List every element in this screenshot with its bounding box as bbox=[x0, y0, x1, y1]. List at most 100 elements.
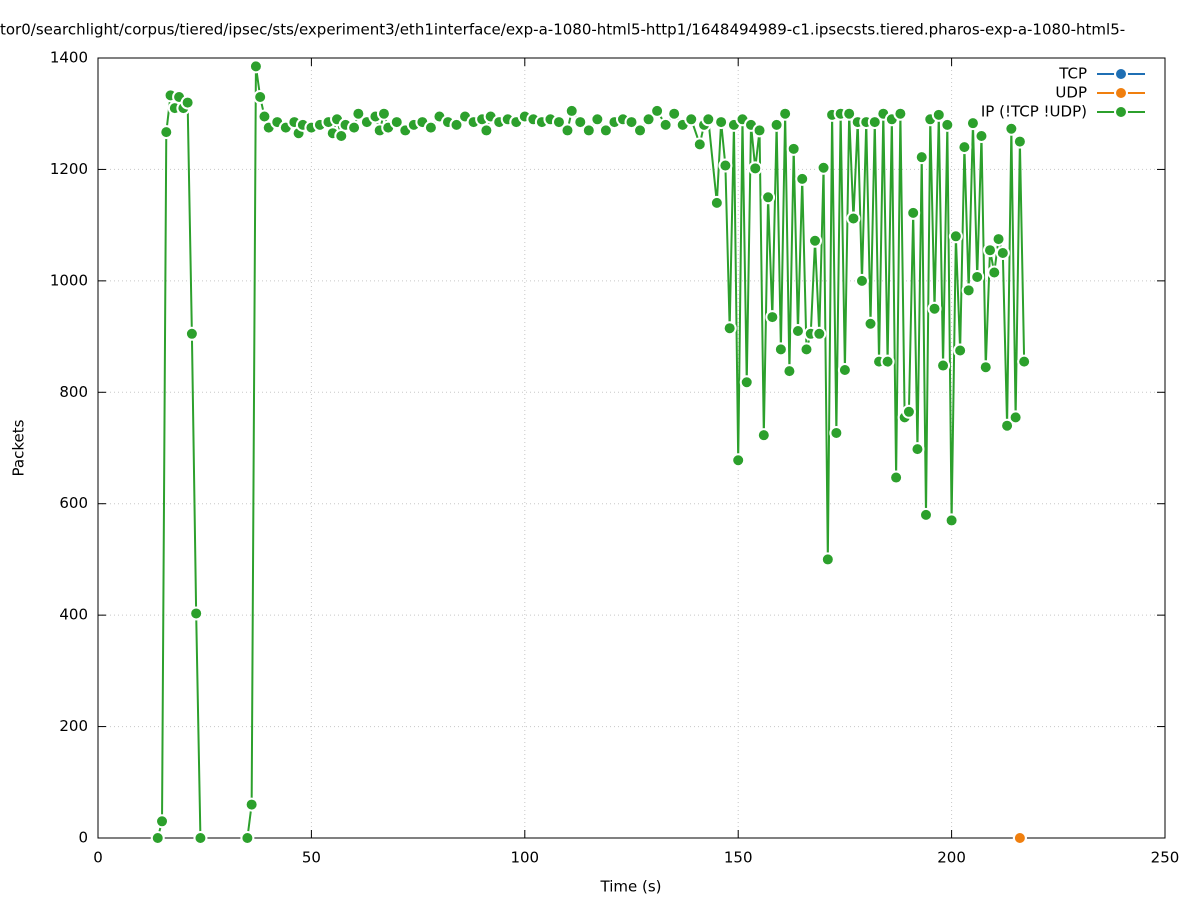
y-tick-label: 600 bbox=[59, 494, 88, 512]
data-point bbox=[351, 106, 366, 121]
legend-label: UDP bbox=[1055, 84, 1087, 102]
y-tick-label: 1400 bbox=[50, 49, 88, 67]
data-point bbox=[714, 115, 729, 130]
x-tick-label: 150 bbox=[724, 849, 753, 867]
data-point bbox=[927, 301, 942, 316]
x-tick-label: 200 bbox=[937, 849, 966, 867]
data-point bbox=[1000, 418, 1015, 433]
data-point bbox=[150, 831, 165, 845]
data-point bbox=[684, 112, 699, 127]
data-point bbox=[953, 343, 968, 358]
data-point bbox=[948, 229, 963, 244]
data-point bbox=[880, 354, 895, 369]
x-tick-label: 0 bbox=[93, 849, 103, 867]
data-point bbox=[590, 112, 605, 127]
data-point bbox=[389, 115, 404, 130]
y-tick-label: 1200 bbox=[50, 160, 88, 178]
data-point bbox=[748, 161, 763, 176]
y-tick-label: 1000 bbox=[50, 271, 88, 289]
data-point bbox=[765, 310, 780, 325]
data-point bbox=[560, 123, 575, 138]
data-point bbox=[180, 95, 195, 110]
data-point bbox=[1012, 134, 1027, 149]
data-point bbox=[347, 120, 362, 135]
data-point bbox=[790, 324, 805, 338]
data-point bbox=[965, 116, 980, 131]
data-point bbox=[820, 552, 835, 567]
data-point bbox=[961, 283, 976, 298]
legend-swatch bbox=[1114, 67, 1128, 81]
data-point bbox=[376, 106, 391, 121]
data-point bbox=[253, 90, 268, 104]
data-point bbox=[573, 115, 588, 130]
data-point bbox=[991, 232, 1006, 247]
plot-border bbox=[97, 57, 1166, 839]
data-point bbox=[778, 106, 793, 121]
data-point bbox=[1004, 121, 1019, 136]
data-point bbox=[756, 428, 771, 443]
data-point bbox=[901, 404, 916, 419]
data-point bbox=[786, 141, 801, 156]
data-point bbox=[1008, 410, 1023, 425]
data-point bbox=[650, 103, 665, 118]
data-point bbox=[159, 125, 174, 140]
data-point bbox=[624, 115, 639, 130]
data-point bbox=[701, 112, 716, 127]
x-axis-label: Time (s) bbox=[600, 878, 662, 896]
data-point bbox=[974, 129, 989, 143]
data-point bbox=[863, 316, 878, 331]
legend-swatch bbox=[1114, 86, 1128, 100]
data-point bbox=[983, 243, 998, 258]
data-point bbox=[184, 326, 199, 341]
y-axis-label: Packets bbox=[10, 419, 28, 476]
data-point bbox=[633, 123, 648, 138]
data-point bbox=[240, 831, 255, 845]
data-point bbox=[931, 107, 946, 122]
legend-swatch bbox=[1114, 105, 1128, 119]
data-point bbox=[889, 470, 904, 485]
data-point bbox=[667, 106, 682, 121]
data-point bbox=[692, 137, 707, 152]
data-point bbox=[795, 171, 810, 186]
legend-label: IP (!TCP !UDP) bbox=[981, 103, 1087, 121]
data-point bbox=[479, 123, 494, 138]
x-tick-label: 50 bbox=[302, 849, 321, 867]
data-point bbox=[244, 797, 259, 812]
data-point bbox=[816, 160, 831, 175]
data-point bbox=[752, 123, 767, 138]
series-line bbox=[156, 66, 1026, 839]
data-point bbox=[808, 233, 823, 248]
data-point bbox=[940, 117, 955, 132]
data-point bbox=[936, 358, 951, 373]
data-point bbox=[658, 117, 673, 132]
data-point bbox=[769, 117, 784, 132]
data-point bbox=[914, 150, 929, 165]
data-point bbox=[423, 120, 438, 135]
legend-label: TCP bbox=[1058, 65, 1087, 83]
data-point bbox=[957, 140, 972, 155]
data-point bbox=[910, 442, 925, 457]
data-point bbox=[854, 273, 869, 288]
data-point bbox=[799, 342, 814, 357]
data-point bbox=[641, 112, 656, 127]
data-point bbox=[581, 123, 596, 138]
data-point bbox=[564, 103, 579, 118]
x-tick-label: 250 bbox=[1151, 849, 1180, 867]
y-tick-label: 200 bbox=[59, 717, 88, 735]
y-tick-label: 0 bbox=[78, 829, 88, 847]
y-tick-label: 800 bbox=[59, 383, 88, 401]
data-point bbox=[598, 123, 613, 138]
data-point bbox=[829, 425, 844, 440]
data-point bbox=[906, 205, 921, 220]
data-point bbox=[995, 246, 1010, 260]
data-point bbox=[893, 106, 908, 121]
data-point bbox=[773, 342, 788, 357]
data-point bbox=[1012, 831, 1027, 845]
chart-title: tor0/searchlight/corpus/tiered/ipsec/sts… bbox=[0, 21, 1125, 39]
data-point bbox=[846, 211, 861, 226]
data-point bbox=[449, 117, 464, 132]
data-point bbox=[722, 321, 737, 336]
data-point bbox=[812, 326, 827, 341]
data-point bbox=[970, 269, 985, 284]
